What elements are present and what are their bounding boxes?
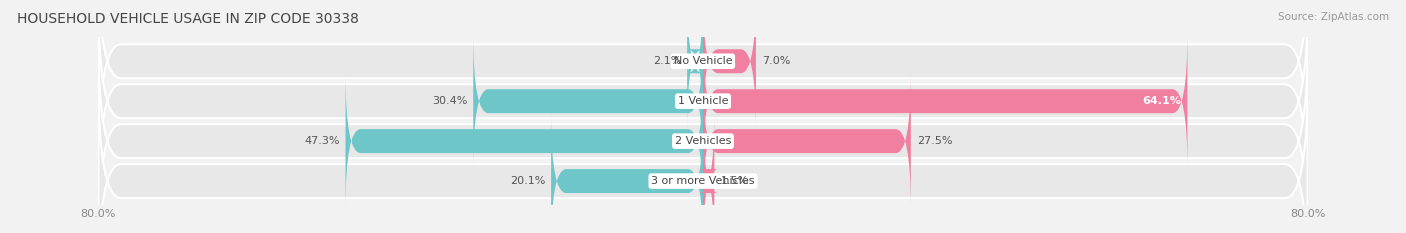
Text: HOUSEHOLD VEHICLE USAGE IN ZIP CODE 30338: HOUSEHOLD VEHICLE USAGE IN ZIP CODE 3033… (17, 12, 359, 26)
FancyBboxPatch shape (703, 33, 1188, 169)
FancyBboxPatch shape (98, 0, 1308, 164)
Text: 3 or more Vehicles: 3 or more Vehicles (651, 176, 755, 186)
FancyBboxPatch shape (688, 0, 703, 129)
Text: 1 Vehicle: 1 Vehicle (678, 96, 728, 106)
Text: No Vehicle: No Vehicle (673, 56, 733, 66)
Text: 1.5%: 1.5% (720, 176, 748, 186)
FancyBboxPatch shape (98, 38, 1308, 233)
FancyBboxPatch shape (699, 113, 718, 233)
Text: Source: ZipAtlas.com: Source: ZipAtlas.com (1278, 12, 1389, 22)
Text: 7.0%: 7.0% (762, 56, 790, 66)
FancyBboxPatch shape (346, 73, 703, 209)
FancyBboxPatch shape (551, 113, 703, 233)
Text: 2 Vehicles: 2 Vehicles (675, 136, 731, 146)
Text: 47.3%: 47.3% (304, 136, 339, 146)
Text: 64.1%: 64.1% (1143, 96, 1181, 106)
Text: 30.4%: 30.4% (432, 96, 467, 106)
Text: 2.1%: 2.1% (652, 56, 681, 66)
Text: 20.1%: 20.1% (510, 176, 546, 186)
FancyBboxPatch shape (703, 73, 911, 209)
FancyBboxPatch shape (98, 0, 1308, 204)
Text: 27.5%: 27.5% (917, 136, 952, 146)
FancyBboxPatch shape (474, 33, 703, 169)
FancyBboxPatch shape (98, 78, 1308, 233)
FancyBboxPatch shape (703, 0, 756, 129)
